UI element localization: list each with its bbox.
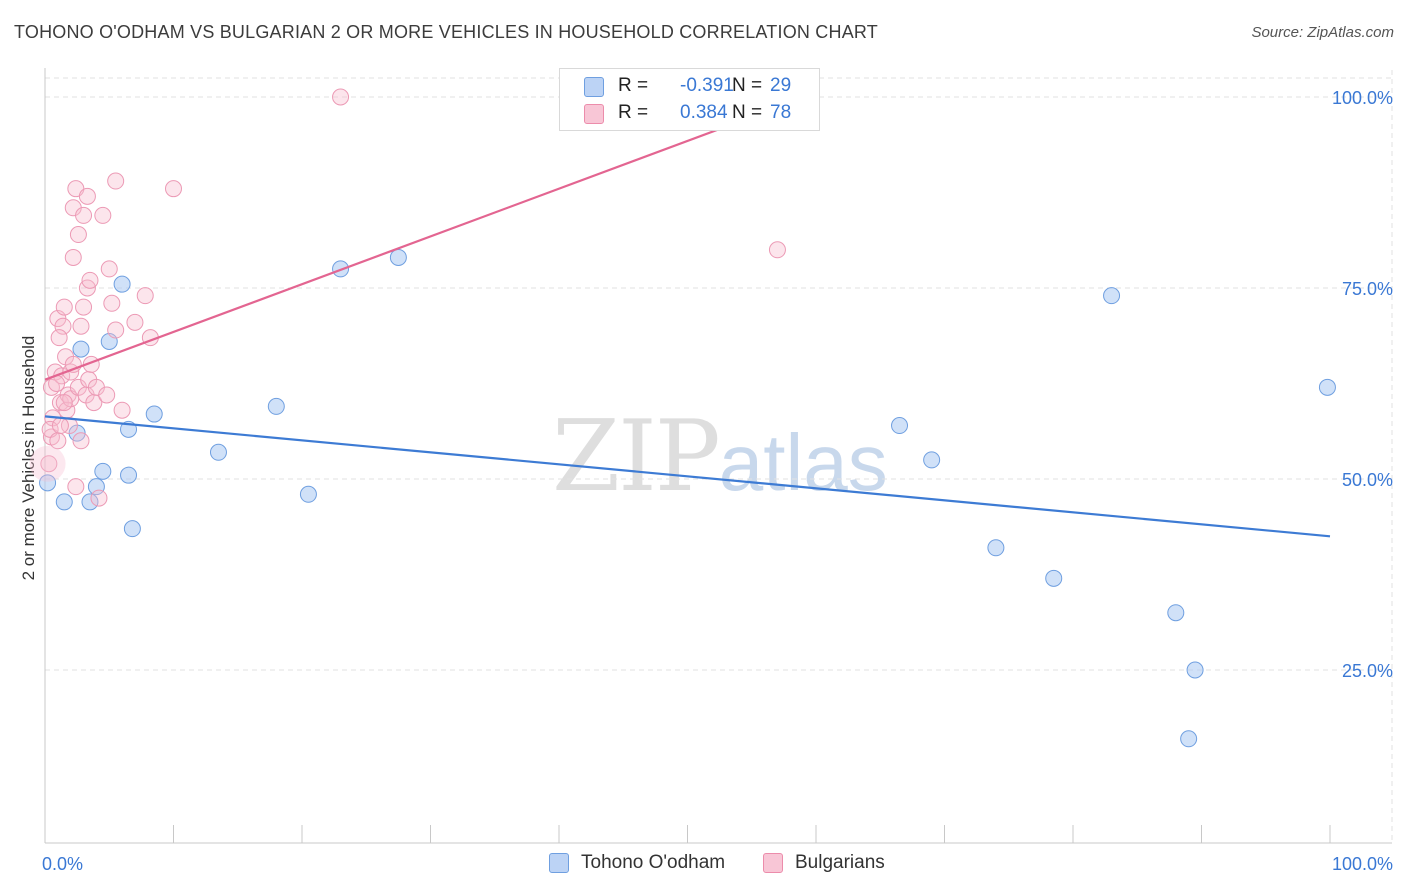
legend-swatch-tohono [584,77,604,97]
data-point-bulgarians [55,298,73,316]
data-point-bulgarians [90,489,108,507]
data-point-bulgarians [107,172,125,190]
legend-n-value: 78 [770,102,792,123]
data-point-tohono [1167,604,1185,622]
data-point-tohono [299,485,317,503]
data-point-bulgarians [78,187,96,205]
data-point-bulgarians [67,478,85,496]
data-point-bulgarians [136,287,154,305]
data-point-tohono [1186,661,1204,679]
data-point-tohono [389,248,407,266]
axes [44,68,1392,844]
x-tick-label: 100.0% [1332,854,1393,874]
data-point-bulgarians [75,298,93,316]
watermark-zip: ZIP [552,400,721,514]
data-point-tohono [81,493,99,511]
data-point-bulgarians [54,317,72,335]
y-tick-label: 50.0% [1342,470,1393,490]
data-point-bulgarians [768,241,786,259]
data-point-tohono [39,474,57,492]
x-tick-label: 0.0% [42,854,83,874]
data-point-bulgarians [50,329,68,347]
legend-r-label: R = [618,75,649,96]
legend-swatch-tohono [549,853,569,873]
legend-r-label: R = [618,102,649,123]
legend-r-value: 0.384 [680,102,728,123]
data-point-tohono [923,451,941,469]
y-tick-label: 75.0% [1342,279,1393,299]
gridlines [45,70,1393,843]
data-point-bulgarians [103,294,121,312]
data-point-tohono [1318,378,1336,396]
legend-label-bulgarians: Bulgarians [795,852,885,873]
data-point-bulgarians [72,432,90,450]
legend-n-label: N = [732,102,763,123]
legend-swatch-bulgarians [763,853,783,873]
data-point-tohono [209,443,227,461]
data-point-tohono [94,462,112,480]
legend-n-value: 29 [770,75,792,96]
data-point-tohono [55,493,73,511]
data-point-tohono [1180,730,1198,748]
legend-r-value: -0.391 [680,75,734,96]
data-point-bulgarians [69,226,87,244]
data-point-tohono [1045,569,1063,587]
data-point-bulgarians [64,248,82,266]
source-credit: Source: ZipAtlas.com [1251,24,1394,41]
data-points [29,88,1336,748]
data-point-bulgarians [40,455,58,473]
data-point-bulgarians [94,206,112,224]
data-point-bulgarians [100,260,118,278]
trend-line-tohono [44,415,1331,538]
data-point-bulgarians [51,417,69,435]
data-point-tohono [120,466,138,484]
y-tick-label: 100.0% [1332,88,1393,108]
tick-labels: 25.0% 50.0% 75.0% 100.0% 0.0% 100.0% [42,88,1393,874]
data-point-bulgarians [98,386,116,404]
data-point-tohono [267,397,285,415]
chart-title: TOHONO O'ODHAM VS BULGARIAN 2 OR MORE VE… [14,22,878,42]
data-point-tohono [145,405,163,423]
data-point-tohono [72,340,90,358]
data-point-tohono [113,275,131,293]
data-point-tohono [123,520,141,538]
y-tick-label: 25.0% [1342,661,1393,681]
correlation-legend: R = -0.391 N = 29 R = 0.384 N = 78 [559,68,820,131]
legend-n-label: N = [732,75,763,96]
watermark: ZIPatlas [552,400,888,514]
data-point-bulgarians [113,401,131,419]
trend-lines [44,92,1331,538]
data-point-tohono [891,417,909,435]
legend-swatch-bulgarians [584,104,604,124]
data-point-bulgarians [60,417,78,435]
data-point-bulgarians [29,445,66,482]
data-point-bulgarians [126,313,144,331]
data-point-tohono [1103,287,1121,305]
data-point-bulgarians [72,317,90,335]
data-point-bulgarians [107,321,125,339]
data-point-bulgarians [55,394,73,412]
data-point-bulgarians [81,271,99,289]
trend-line-bulgarians [44,92,817,381]
data-point-bulgarians [165,180,182,198]
data-point-tohono [987,539,1005,557]
data-point-bulgarians [75,206,93,224]
legend-label-tohono: Tohono O'odham [581,852,726,873]
data-point-bulgarians [332,88,350,106]
